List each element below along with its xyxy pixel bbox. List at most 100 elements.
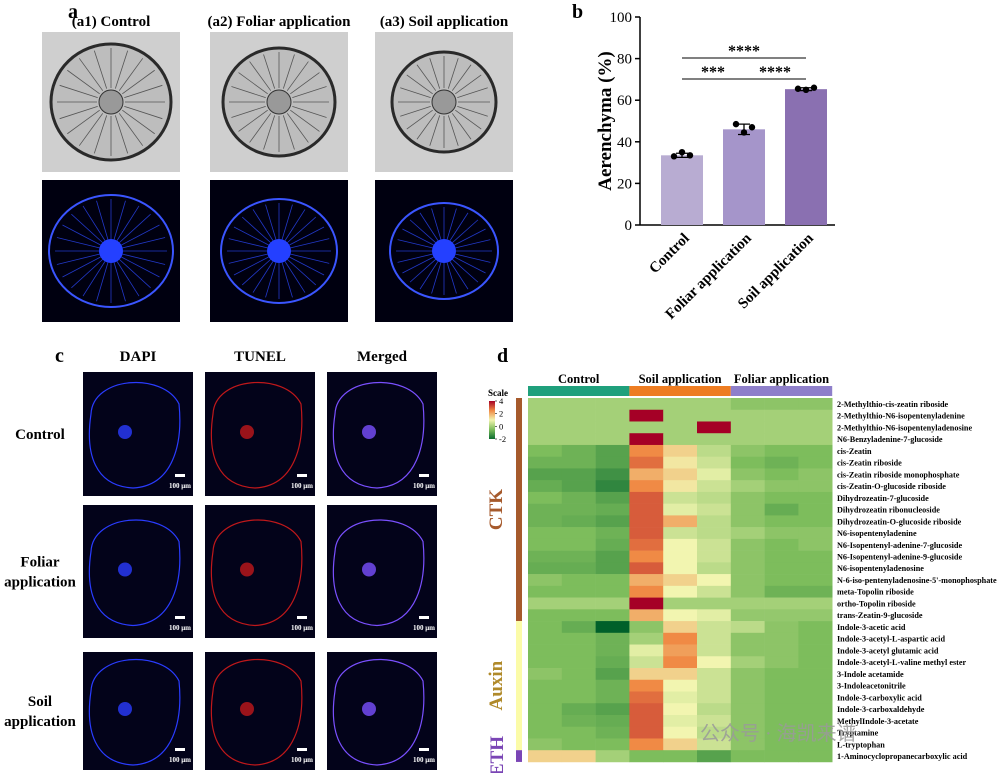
heatmap-cell — [561, 527, 596, 540]
heatmap-cell — [528, 738, 563, 751]
stele-signal — [118, 702, 132, 716]
aerenchyma-line — [71, 259, 103, 289]
heatmap-cell — [561, 691, 596, 704]
aerenchyma-line — [122, 69, 155, 95]
heatmap-cell — [697, 714, 732, 728]
heatmap-cell — [697, 668, 732, 681]
heatmap-cell — [730, 714, 765, 728]
aerenchyma-line — [409, 219, 436, 243]
heatmap-cell — [528, 491, 563, 504]
heatmap-cell — [629, 433, 664, 446]
root-outline — [332, 519, 425, 627]
heatmap-cell — [528, 714, 563, 728]
heatmap-cell — [561, 421, 596, 434]
heatmap-cell — [629, 668, 664, 681]
heatmap-cell — [730, 468, 765, 481]
heatmap-cell — [663, 562, 698, 575]
y-tick-label: 80 — [617, 52, 632, 68]
heatmap-cell — [629, 679, 664, 692]
heatmap-cell — [595, 527, 630, 540]
scale-bar-label: 100 μm — [169, 624, 191, 632]
aerenchyma-line — [429, 58, 441, 89]
heatmap-cell — [730, 503, 765, 516]
heatmap-cell — [764, 703, 799, 716]
heatmap-cell — [595, 409, 630, 422]
heatmap-cell — [595, 632, 630, 645]
scale-bar-label: 100 μm — [413, 756, 435, 764]
heatmap-cell — [730, 632, 765, 645]
aerenchyma-line — [400, 87, 431, 99]
aerenchyma-line — [292, 105, 327, 118]
heatmap-cell — [528, 656, 563, 669]
heatmap-cell — [697, 527, 732, 540]
heatmap-cell — [561, 444, 596, 457]
y-tick-label: 40 — [617, 135, 632, 151]
data-point — [748, 124, 756, 131]
aerenchyma-line — [282, 54, 295, 89]
heatmap-cell — [663, 409, 698, 422]
row-label: cis-Zeatin — [837, 447, 872, 456]
micrograph — [83, 372, 193, 496]
heatmap-cell — [629, 480, 664, 493]
row-group-bar — [516, 621, 522, 751]
heatmap-cell — [764, 738, 799, 751]
heatmap-cell — [595, 444, 630, 457]
aerenchyma-line — [400, 105, 431, 117]
root-outline — [210, 659, 303, 766]
scale-bar — [175, 748, 185, 751]
row-group-bar — [516, 398, 522, 622]
micrograph — [83, 505, 193, 638]
stele — [432, 239, 456, 263]
aerenchyma-line — [265, 204, 277, 240]
aerenchyma-line — [228, 253, 268, 264]
heatmap-cell — [561, 398, 596, 411]
heatmap-cell — [561, 738, 596, 751]
aerenchyma-line — [281, 204, 293, 240]
row-label: N6-Isopentenyl-adenine-9-glucoside — [837, 552, 962, 561]
heatmap-cell — [629, 562, 664, 575]
heatmap-cell — [798, 691, 833, 704]
root-outline — [88, 382, 181, 489]
scale-bar-label: 100 μm — [169, 756, 191, 764]
aerenchyma-line — [289, 226, 325, 246]
row-label: Indole-3-acetyl glutamic acid — [837, 646, 939, 655]
aerenchyma-line — [284, 261, 306, 293]
heatmap-cell — [697, 574, 732, 587]
heatmap-cell — [528, 750, 563, 763]
row-group-bar — [516, 750, 522, 762]
heatmap-cell — [798, 456, 833, 469]
heatmap-cell — [697, 515, 732, 528]
row-group-label: ETH — [487, 736, 508, 773]
watermark: 公众号 · 海凯来谱 — [700, 722, 857, 745]
heatmap-cell — [730, 609, 765, 622]
heatmap-cell — [730, 574, 765, 587]
micrograph — [83, 652, 193, 770]
heatmap-cell — [764, 538, 799, 551]
heatmap-cell — [595, 750, 630, 763]
heatmap-cell — [595, 679, 630, 692]
colorbar — [489, 401, 495, 439]
heatmap-cell — [663, 527, 698, 540]
heatmap-cell — [629, 632, 664, 645]
row-label: cis-Zeatin-O-glucoside riboside — [837, 482, 946, 491]
heatmap-cell — [629, 527, 664, 540]
aerenchyma-line — [116, 205, 140, 241]
heatmap-cell — [663, 550, 698, 563]
aerenchyma-line — [121, 256, 160, 278]
heatmap-cell — [595, 480, 630, 493]
group-label: Foliar application — [734, 372, 829, 386]
heatmap-cell — [730, 444, 765, 457]
aerenchyma-line — [449, 212, 469, 241]
heatmap-cell — [629, 750, 664, 763]
aerenchyma-line — [114, 115, 129, 154]
heatmap-cell — [697, 444, 732, 457]
aerenchyma-line — [406, 109, 433, 130]
heatmap-cell — [528, 585, 563, 598]
data-point — [732, 120, 740, 128]
heatmap-cell — [528, 538, 563, 551]
heatmap-cell — [528, 621, 563, 634]
heatmap-cell — [730, 703, 765, 716]
heatmap-cell — [730, 433, 765, 446]
row-label: Indole-3-carboxylic acid — [837, 693, 922, 702]
heatmap-cell — [663, 644, 698, 657]
